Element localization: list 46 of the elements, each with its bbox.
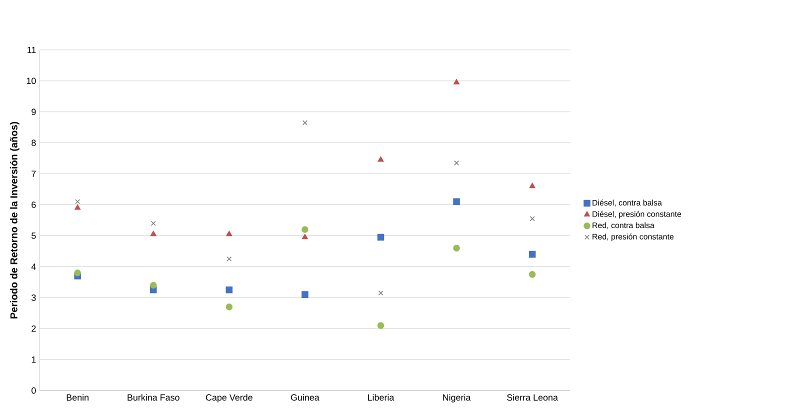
point [529,182,536,188]
x-tick-label: Sierra Leona [507,394,558,401]
y-tick-label: 6 [32,202,36,208]
point [226,230,232,236]
point [75,199,80,204]
point [528,250,536,258]
point [150,282,157,289]
point [378,156,384,162]
point [454,160,460,166]
point [74,269,81,276]
point [302,234,308,240]
y-tick-label: 8 [32,140,36,146]
point [453,244,460,252]
point [378,290,384,296]
x-tick-label: Benin [66,394,88,401]
y-axis-title: Periodo de Retorno de la Inversión (años) [10,122,20,318]
point [150,220,156,226]
y-tick-label: 4 [31,264,36,270]
point [454,79,460,84]
point [302,291,308,298]
point [453,198,460,206]
point [377,234,384,241]
point [226,286,233,294]
x-tick-label: Liberia [368,394,394,401]
y-tick-label: 7 [32,170,36,177]
x-tick-label: Burkina Faso [128,394,180,401]
y-tick-label: 3 [32,294,36,301]
x-tick-label: Guinea [290,394,320,401]
point [226,304,233,310]
point [377,322,384,329]
y-tick-label: 2 [32,325,36,332]
y-tick-label: 5 [32,232,36,239]
point [302,226,308,233]
point [530,216,535,222]
y-tick-label: 1 [32,356,36,363]
x-tick-label: Cape Verde [206,394,252,402]
point [302,120,308,126]
point [74,204,81,210]
point [150,230,156,236]
y-tick-label: 11 [28,46,36,53]
y-tick-label: 0 [32,387,36,394]
y-tick-label: 9 [32,108,36,116]
y-tick-label: 10 [26,78,36,84]
point [226,256,232,262]
point [528,271,536,278]
x-tick-label: Nigeria [443,394,471,402]
